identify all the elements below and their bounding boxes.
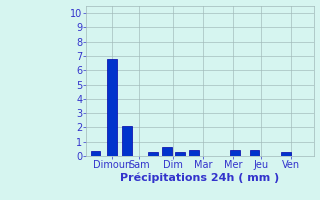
- Bar: [123, 126, 132, 156]
- Bar: [162, 147, 172, 156]
- Bar: [107, 59, 117, 156]
- Bar: [189, 150, 199, 156]
- Bar: [230, 150, 240, 156]
- Bar: [175, 152, 185, 156]
- Bar: [148, 152, 158, 156]
- Bar: [282, 152, 291, 156]
- Bar: [91, 151, 100, 156]
- Bar: [250, 150, 260, 156]
- X-axis label: Précipitations 24h ( mm ): Précipitations 24h ( mm ): [120, 173, 280, 183]
